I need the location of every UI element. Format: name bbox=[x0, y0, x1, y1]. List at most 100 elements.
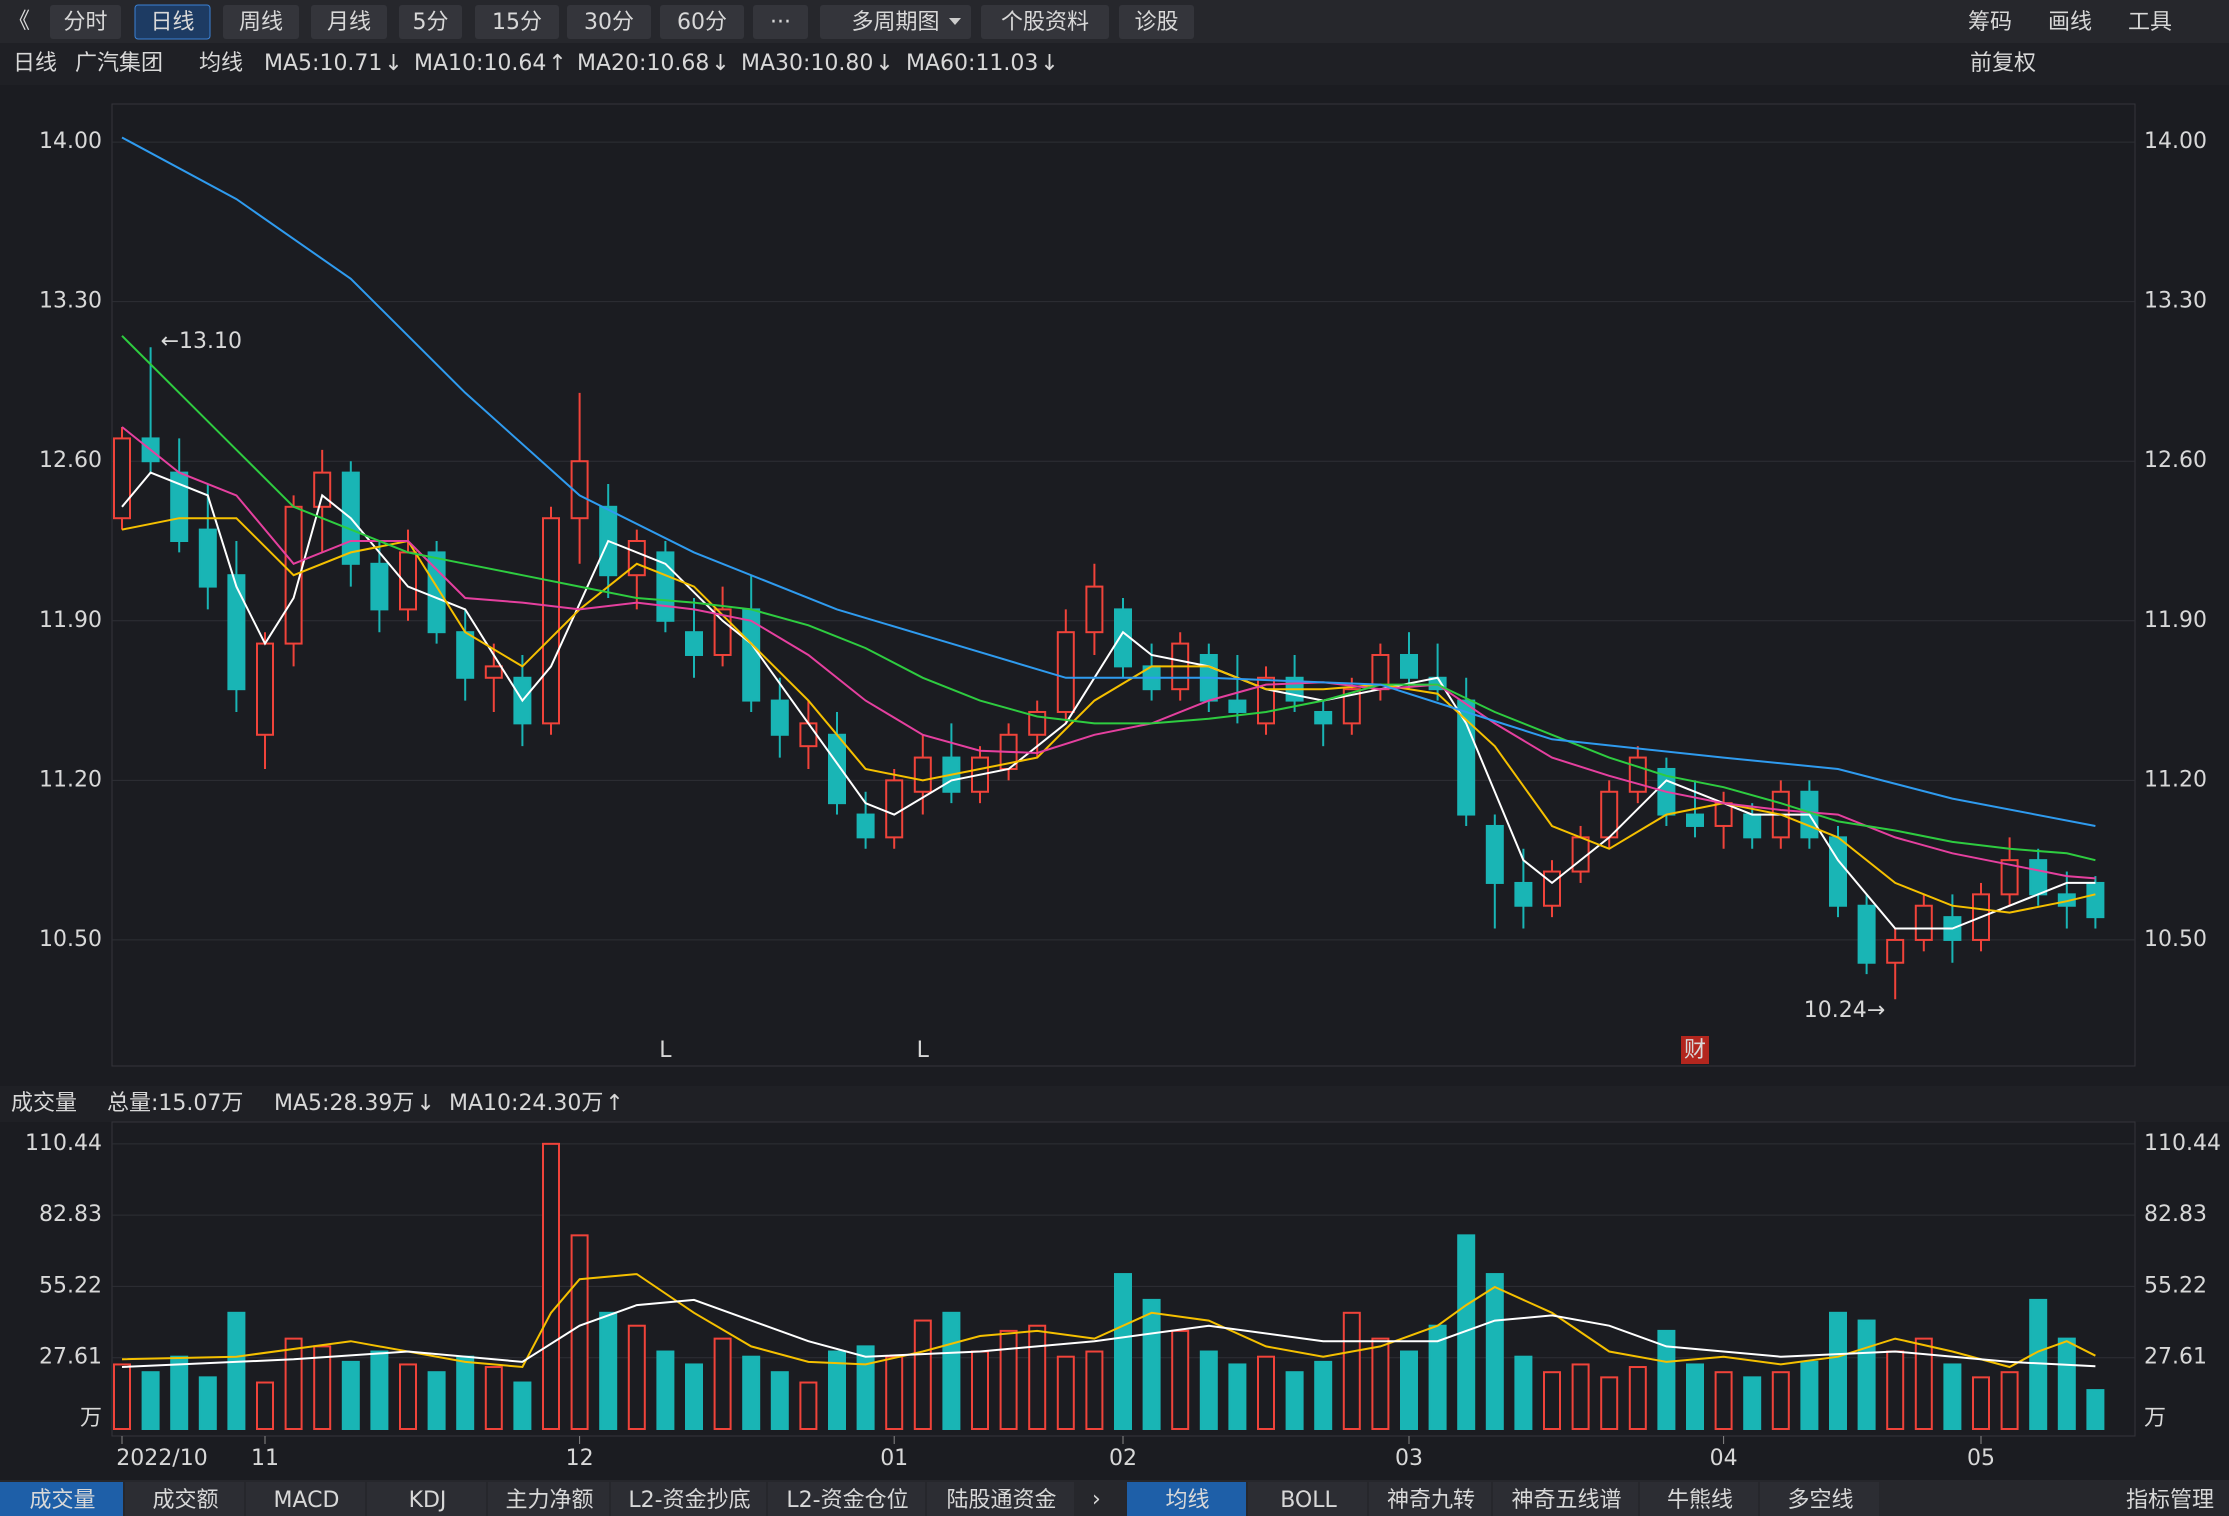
tab[interactable] bbox=[927, 1482, 1074, 1516]
tab[interactable] bbox=[1493, 1482, 1638, 1516]
toolbar-button[interactable] bbox=[753, 5, 808, 39]
tab-label[interactable]: MACD bbox=[274, 1488, 340, 1513]
x-tick-label: 03 bbox=[1395, 1446, 1423, 1471]
tab-label[interactable]: 神奇九转 bbox=[1387, 1488, 1475, 1513]
tab-label[interactable]: 陆股通资金 bbox=[946, 1488, 1056, 1513]
tab-label[interactable]: BOLL bbox=[1280, 1488, 1337, 1513]
tab[interactable] bbox=[768, 1482, 925, 1516]
toolbar-button[interactable] bbox=[567, 5, 651, 39]
volume-bar bbox=[856, 1345, 875, 1430]
candle-body bbox=[656, 551, 675, 622]
event-marker[interactable]: L bbox=[659, 1038, 672, 1063]
toolbar-button[interactable] bbox=[981, 5, 1109, 39]
tab-label[interactable]: 牛熊线 bbox=[1667, 1488, 1733, 1513]
tab-label[interactable]: 主力净额 bbox=[505, 1488, 593, 1513]
volume-bar bbox=[256, 1381, 274, 1430]
tab[interactable] bbox=[1640, 1482, 1758, 1516]
volume-bar bbox=[685, 1363, 703, 1431]
tab[interactable] bbox=[1248, 1482, 1367, 1516]
unit-right: 万 bbox=[2144, 1406, 2166, 1431]
candle-body bbox=[1056, 631, 1075, 713]
tab-more[interactable]: › bbox=[1092, 1487, 1101, 1512]
tab-label[interactable]: 成交额 bbox=[152, 1488, 218, 1513]
candle-body bbox=[370, 562, 389, 611]
tab[interactable] bbox=[611, 1482, 766, 1516]
candle-body bbox=[198, 528, 217, 588]
toolbar-label[interactable]: 周线 bbox=[239, 10, 283, 35]
y-tick-label: 27.61 bbox=[39, 1345, 102, 1370]
tab[interactable] bbox=[0, 1482, 123, 1516]
toolbar-button[interactable] bbox=[399, 5, 462, 39]
candle-body bbox=[1457, 699, 1476, 816]
volume-bar bbox=[1686, 1363, 1704, 1431]
toolbar-button[interactable] bbox=[311, 5, 387, 39]
legend-entry: MA5:28.39万 bbox=[274, 1091, 414, 1116]
y-tick-label: 11.90 bbox=[39, 608, 102, 633]
tab-label[interactable]: L2-资金仓位 bbox=[786, 1488, 908, 1513]
toolbar-label[interactable]: 诊股 bbox=[1134, 10, 1178, 35]
tab-label[interactable]: 神奇五线谱 bbox=[1511, 1488, 1621, 1513]
volume-bar bbox=[1171, 1329, 1190, 1431]
collapse-icon[interactable]: 《 bbox=[8, 9, 30, 34]
ma-line bbox=[121, 136, 2096, 827]
toolbar-button[interactable] bbox=[50, 5, 121, 39]
volume-bar bbox=[770, 1371, 789, 1431]
tab-manage[interactable]: 指标管理 bbox=[2126, 1488, 2214, 1513]
event-marker[interactable]: L bbox=[917, 1038, 930, 1063]
event-marker[interactable]: 财 bbox=[1684, 1038, 1706, 1063]
legend-bg bbox=[0, 43, 2229, 85]
toolbar-label[interactable]: 多周期图 bbox=[851, 10, 939, 35]
toolbar-button[interactable] bbox=[1119, 5, 1194, 39]
candle-body bbox=[1314, 710, 1333, 725]
toolbar-right[interactable]: 筹码 bbox=[1968, 10, 2012, 35]
legend-arrow: ↓ bbox=[384, 51, 402, 76]
volume-bar bbox=[141, 1371, 160, 1431]
toolbar-button[interactable] bbox=[134, 4, 211, 40]
tab[interactable] bbox=[367, 1482, 486, 1516]
toolbar-button[interactable] bbox=[475, 5, 559, 39]
adjust-label[interactable]: 前复权 bbox=[1970, 51, 2036, 76]
toolbar-label[interactable]: 分时 bbox=[63, 10, 107, 35]
toolbar-label[interactable]: 个股资料 bbox=[1001, 10, 1089, 35]
tab[interactable] bbox=[1760, 1482, 1879, 1516]
tab[interactable] bbox=[125, 1482, 244, 1516]
toolbar-label[interactable]: 5分 bbox=[413, 10, 449, 35]
tab-label[interactable]: 多空线 bbox=[1787, 1488, 1853, 1513]
tab[interactable] bbox=[488, 1482, 609, 1516]
candle-body bbox=[856, 813, 875, 839]
volume-bar bbox=[1228, 1363, 1247, 1431]
ma-line bbox=[121, 471, 2096, 930]
toolbar-button[interactable] bbox=[820, 5, 971, 39]
stock-name: 广汽集团 bbox=[75, 51, 163, 76]
toolbar-right[interactable]: 工具 bbox=[2128, 10, 2172, 35]
ma-line bbox=[121, 517, 2096, 914]
candle-body bbox=[1714, 802, 1733, 827]
candle-body bbox=[1886, 938, 1905, 964]
volume-bar bbox=[1543, 1371, 1561, 1431]
toolbar-label[interactable]: 15分 bbox=[492, 10, 542, 35]
candle-body bbox=[1543, 870, 1561, 907]
volume-bar bbox=[198, 1376, 217, 1431]
vol-title: 成交量 bbox=[11, 1091, 77, 1116]
toolbar-label[interactable]: 月线 bbox=[327, 10, 371, 35]
toolbar-button[interactable] bbox=[223, 5, 299, 39]
tab-label[interactable]: 均线 bbox=[1165, 1488, 1209, 1513]
ma-line bbox=[121, 426, 2096, 880]
tab-label[interactable]: 成交量 bbox=[29, 1488, 95, 1513]
y-tick-label: 14.00 bbox=[39, 129, 102, 154]
tab-label[interactable]: KDJ bbox=[409, 1488, 447, 1513]
toolbar-button[interactable] bbox=[660, 5, 744, 39]
toolbar-label[interactable]: 日线 bbox=[150, 10, 194, 35]
toolbar-right[interactable]: 画线 bbox=[2048, 10, 2092, 35]
toolbar-label[interactable]: 30分 bbox=[584, 10, 634, 35]
candle-body bbox=[885, 779, 904, 839]
tab[interactable] bbox=[246, 1482, 365, 1516]
tab[interactable] bbox=[1127, 1482, 1246, 1516]
volume-bar bbox=[1600, 1376, 1619, 1431]
volume-bar bbox=[1199, 1350, 1218, 1430]
tab-label[interactable]: L2-资金抄底 bbox=[628, 1488, 750, 1513]
toolbar-label[interactable]: ··· bbox=[770, 10, 791, 35]
toolbar-label[interactable]: 60分 bbox=[677, 10, 727, 35]
x-tick-label: 2022/10 bbox=[116, 1446, 207, 1471]
tab[interactable] bbox=[1369, 1482, 1491, 1516]
